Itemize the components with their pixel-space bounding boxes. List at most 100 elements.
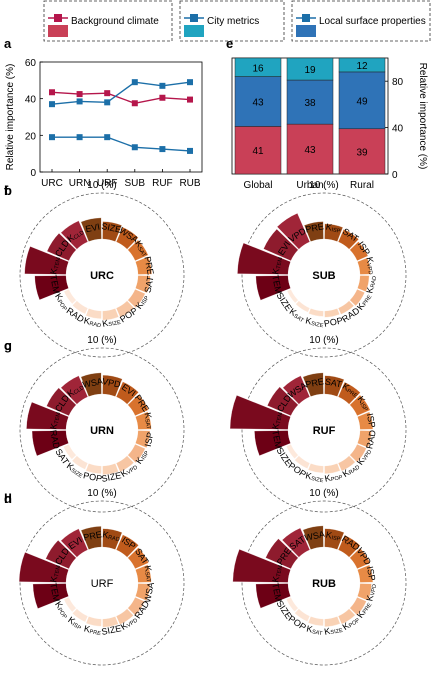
center-disc bbox=[289, 548, 359, 618]
polar-bar bbox=[31, 430, 69, 457]
polar-bar-label: SIZE bbox=[101, 470, 123, 484]
polar-bar bbox=[357, 564, 374, 583]
polar-bar bbox=[349, 444, 367, 463]
scale-circle bbox=[19, 500, 185, 666]
polar-bar bbox=[116, 381, 139, 405]
polar-bar bbox=[324, 528, 345, 550]
y-tick-label: 0 bbox=[30, 168, 36, 179]
polar-bar-label: TEM bbox=[48, 274, 62, 295]
series-line bbox=[51, 81, 191, 105]
scale-circle bbox=[241, 347, 407, 513]
polar-bar bbox=[45, 540, 77, 569]
polar-bar bbox=[307, 616, 324, 627]
polar-bar-label: SAT bbox=[324, 376, 343, 389]
scale-label: 10 (%) bbox=[87, 180, 116, 191]
plot-frame bbox=[39, 61, 203, 173]
polar-bar-label: KPOP bbox=[341, 614, 362, 633]
polar-bar-label: PRE bbox=[83, 529, 103, 542]
polar-bar bbox=[357, 430, 372, 448]
polar-bar-label: KSIZE bbox=[305, 315, 325, 329]
scale-circle bbox=[19, 347, 185, 513]
data-point bbox=[76, 98, 83, 105]
polar-bar-label: WSA bbox=[142, 581, 156, 603]
polar-bar bbox=[254, 430, 291, 456]
polar-bar bbox=[135, 564, 152, 583]
polar-bar bbox=[229, 395, 291, 430]
polar-bar-label: VPD bbox=[101, 376, 122, 390]
polar-bar bbox=[116, 300, 135, 318]
y-tick-label: 20 bbox=[25, 131, 37, 142]
x-tick-label: RUF bbox=[152, 178, 173, 189]
scale-label: 10 (%) bbox=[309, 488, 338, 499]
polar-bar bbox=[324, 223, 344, 242]
y-tick-label: 80 bbox=[392, 77, 404, 88]
legend-marker bbox=[302, 14, 310, 22]
polar-bar-label: KSAT bbox=[287, 306, 307, 324]
polar-bar bbox=[338, 608, 356, 625]
polar-bar-label: KSIZE bbox=[101, 315, 121, 329]
polar-bar-label: KCLD bbox=[65, 226, 85, 244]
polar-bar-label: ISP bbox=[143, 431, 156, 447]
center-label: URN bbox=[90, 425, 114, 437]
bar-segment bbox=[234, 57, 282, 77]
legend-marker bbox=[54, 14, 62, 22]
data-point bbox=[104, 90, 111, 97]
data-point bbox=[159, 94, 166, 101]
polar-bar bbox=[324, 616, 341, 627]
center-label: RUF bbox=[313, 425, 336, 437]
center-disc bbox=[67, 395, 137, 465]
polar-bar bbox=[357, 257, 371, 275]
bar-value-label: 19 bbox=[304, 65, 316, 76]
polar-bar bbox=[265, 538, 299, 569]
series-line bbox=[52, 136, 191, 152]
polar-bar-label: KPOP bbox=[53, 291, 72, 312]
bar-value-label: 39 bbox=[356, 147, 368, 158]
polar-bar bbox=[357, 275, 370, 292]
data-point bbox=[49, 89, 55, 96]
center-label: SUB bbox=[312, 270, 335, 282]
polar-bar bbox=[63, 444, 77, 460]
x-tick-label: SUB bbox=[125, 178, 146, 189]
polar-bar bbox=[324, 308, 340, 318]
legend-item: Local surface properties bbox=[291, 0, 431, 42]
polar-bar bbox=[80, 217, 102, 242]
polar-bar bbox=[338, 381, 361, 405]
polar-bar bbox=[232, 549, 291, 583]
polar-bar bbox=[80, 526, 102, 550]
center-label: URC bbox=[90, 270, 114, 282]
polar-bar bbox=[302, 525, 324, 550]
polar-bar bbox=[135, 256, 152, 275]
polar-bar bbox=[135, 275, 151, 294]
panel-letter: d bbox=[4, 491, 12, 506]
bar-segment bbox=[234, 126, 282, 175]
data-point bbox=[131, 79, 138, 86]
polar-bar-label: ISP bbox=[365, 565, 378, 581]
y-tick-label: 0 bbox=[392, 170, 398, 181]
y-tick-label: 60 bbox=[25, 58, 37, 69]
polar-bar bbox=[282, 375, 310, 405]
legend-label: City metrics bbox=[207, 16, 259, 27]
polar-bar bbox=[116, 608, 134, 625]
bar-value-label: 49 bbox=[356, 96, 368, 107]
y-axis-label: Relative importance (%) bbox=[417, 63, 428, 170]
polar-bar-label: KPRE bbox=[355, 291, 374, 312]
polar-bar bbox=[102, 528, 123, 550]
polar-bar bbox=[72, 300, 88, 315]
polar-bar-label: PRE bbox=[305, 376, 325, 389]
panel-c-polar-chart: c 10 (%)KTEMCLDKCLDWSAVPDEVIPREKSATISPKIS… bbox=[4, 335, 185, 513]
legend-item: City metrics bbox=[179, 0, 285, 42]
polar-bar-label: TEM bbox=[48, 582, 62, 603]
panel-letter: a bbox=[4, 36, 12, 51]
polar-bar bbox=[349, 241, 369, 261]
polar-bar bbox=[60, 375, 88, 405]
data-point bbox=[76, 91, 83, 98]
polar-bar bbox=[357, 411, 374, 430]
polar-bar-label: KTEM bbox=[270, 411, 284, 431]
center-disc bbox=[67, 548, 137, 618]
polar-bar bbox=[127, 547, 149, 569]
bar-segment bbox=[234, 76, 282, 127]
scale-label: 10 (%) bbox=[309, 335, 338, 346]
data-point bbox=[131, 100, 138, 107]
